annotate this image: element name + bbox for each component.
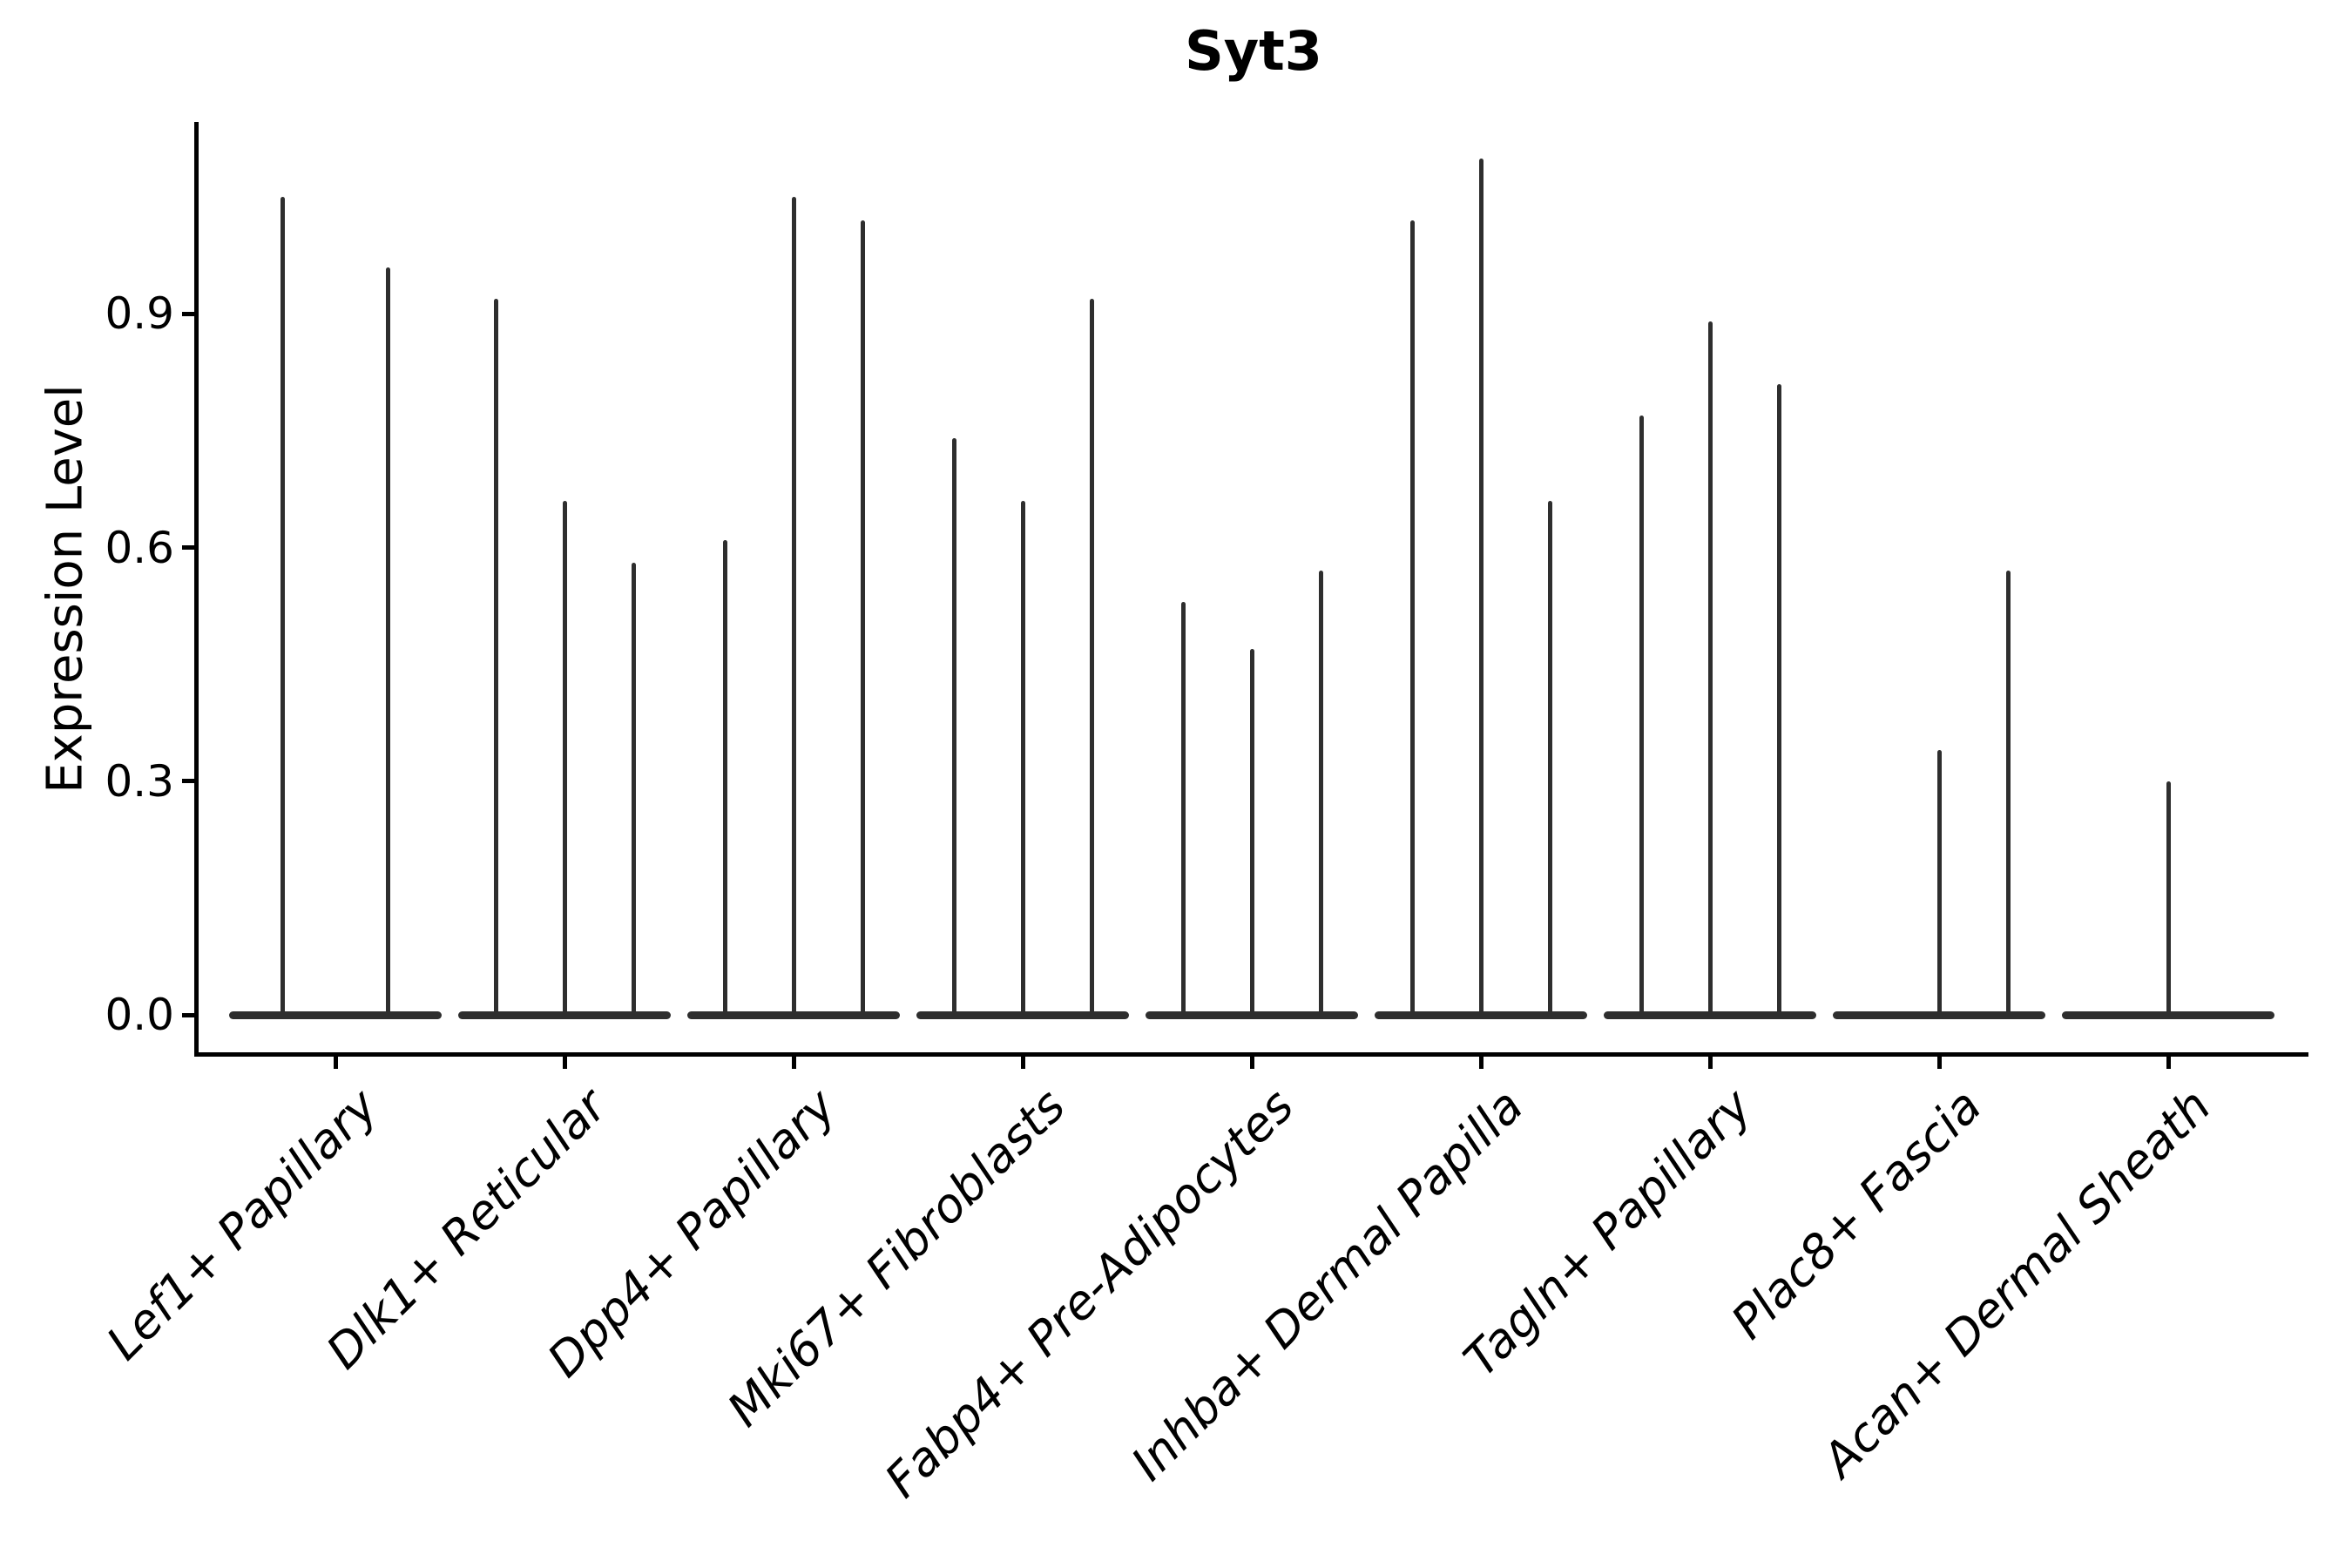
x-tick-mark [333,1057,338,1069]
violin-baseline [229,1010,442,1019]
violin-spike [791,197,796,1017]
violin-spike [280,197,285,1017]
y-axis-label: Expression Level [37,384,94,794]
violin-spike [2166,781,2171,1017]
x-tick-mark [1020,1057,1025,1069]
violin-spike [493,298,498,1017]
y-tick-mark [182,311,194,316]
y-tick-label: 0.6 [105,522,174,573]
violin-spike [1020,500,1025,1017]
violin-spike [951,438,956,1017]
x-axis-label: Acan+ Dermal Sheath [1811,1078,2221,1488]
violin-spike [1776,383,1781,1017]
violin-spike [1089,298,1094,1017]
y-axis-spine [194,122,199,1057]
violin-spike [860,220,865,1017]
y-tick-mark [182,1012,194,1017]
violin-spike [386,267,390,1017]
violin-spike [1409,220,1415,1017]
violin-spike [1707,321,1713,1017]
chart-title: Syt3 [1185,19,1322,83]
violin-spike [1180,602,1186,1017]
x-tick-mark [1478,1057,1484,1069]
y-tick-label: 0.3 [105,755,174,807]
violin-spike [1936,750,1942,1017]
violin-spike [1249,648,1254,1017]
x-tick-mark [2166,1057,2171,1069]
violin-spike [562,500,567,1017]
violin-spike [2005,571,2011,1017]
violin-spike [1318,571,1323,1017]
violin-spike [631,563,636,1017]
x-axis-spine [194,1052,2308,1057]
x-tick-mark [791,1057,796,1069]
x-axis-label: Fabp4+ Pre-Adipocytes [875,1078,1305,1509]
y-tick-label: 0.0 [105,990,174,1040]
x-tick-mark [1249,1057,1254,1069]
violin-spike [722,539,727,1017]
y-tick-mark [182,779,194,784]
violin-spike [1547,500,1552,1017]
x-tick-mark [1707,1057,1713,1069]
x-axis-label: Inhba+ Dermal Papilla [1120,1078,1534,1491]
y-tick-mark [182,545,194,551]
y-tick-label: 0.9 [105,288,174,340]
x-tick-mark [1936,1057,1942,1069]
violin-spike [1639,415,1644,1017]
x-tick-mark [562,1057,567,1069]
x-axis-label: Plac8+ Fascia [1720,1078,1992,1350]
violin-spike [1478,158,1484,1017]
